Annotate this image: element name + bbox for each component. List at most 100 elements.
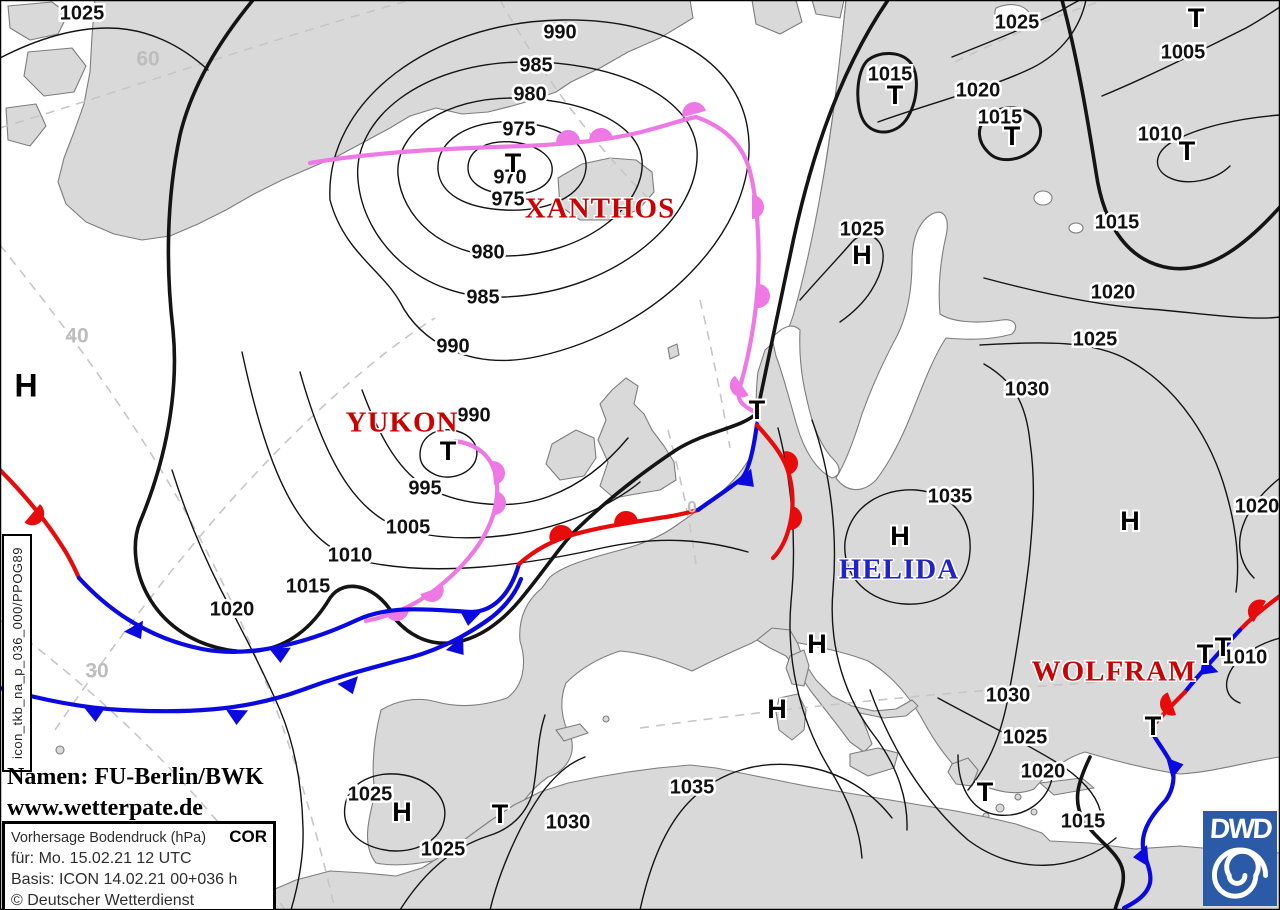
front-cold — [1121, 728, 1184, 910]
front-marker — [788, 505, 802, 530]
low-pressure-marker: T — [505, 148, 522, 178]
dwd-spiral-icon — [1211, 847, 1269, 899]
sea-skagerrak — [771, 325, 840, 479]
front-marker — [83, 706, 106, 722]
front-warm — [754, 422, 802, 561]
isobar — [978, 106, 1042, 162]
land-shetland — [667, 343, 680, 360]
land-svalbard — [751, 0, 803, 35]
front-marker — [492, 490, 506, 515]
pressure-label: 980 — [513, 83, 546, 105]
low-pressure-marker: T — [440, 436, 457, 466]
pressure-system-name: HELIDA — [839, 554, 959, 586]
aegean-island — [995, 803, 1005, 813]
pressure-label: 1030 — [546, 811, 591, 833]
front-marker — [459, 609, 482, 626]
pressure-label: 1020 — [1021, 760, 1066, 782]
front-occluded — [307, 101, 770, 414]
graticule-line — [639, 681, 1101, 729]
pressure-system-name: XANTHOS — [525, 193, 675, 225]
front-marker — [682, 101, 706, 118]
isobar — [799, 234, 884, 323]
isobar — [361, 389, 629, 506]
graticule-label: 30 — [85, 660, 108, 683]
pressure-label: 1005 — [1161, 41, 1206, 63]
front-warm — [1237, 593, 1280, 633]
pressure-system-name: YUKON — [346, 407, 459, 439]
front-marker — [1247, 599, 1266, 622]
front-warm — [516, 507, 701, 567]
front-marker — [614, 510, 638, 526]
graticule-label: 0 — [687, 497, 696, 516]
front-marker — [556, 130, 581, 144]
isobar — [133, 0, 890, 654]
front-cold — [76, 561, 522, 663]
pressure-label: 1035 — [928, 485, 973, 507]
pressure-label: 1015 — [286, 575, 331, 597]
pressure-label: 1015 — [978, 106, 1023, 128]
graticule-label: 40 — [65, 325, 88, 348]
front-marker — [589, 128, 614, 141]
isobar — [979, 342, 1239, 593]
high-pressure-marker: H — [1120, 506, 1140, 536]
isobar — [869, 689, 1117, 866]
low-pressure-marker: T — [492, 799, 509, 829]
land-great-britain — [597, 377, 677, 499]
valid-time: für: Mo. 15.02.21 12 UTC — [11, 850, 192, 867]
pressure-label: 990 — [436, 335, 469, 357]
isobar — [1225, 637, 1280, 704]
land-balearics — [555, 723, 589, 742]
credit-url[interactable]: www.wetterpate.de — [7, 794, 203, 821]
low-pressure-marker: T — [1197, 639, 1214, 669]
front-marker — [123, 620, 144, 640]
isobar — [1101, 6, 1280, 97]
low-pressure-marker: T — [1179, 136, 1196, 166]
front-warm — [1148, 689, 1188, 731]
isobar — [329, 19, 750, 362]
high-pressure-marker: H — [14, 367, 37, 403]
credit-names: Namen: FU-Berlin/BWK — [7, 764, 264, 790]
front-marker — [549, 524, 573, 542]
front-marker — [783, 451, 799, 475]
pressure-label: 1020 — [956, 79, 1001, 101]
product-title: Vorhersage Bodendruck (hPa) — [11, 830, 207, 846]
low-pressure-marker: T — [1188, 3, 1205, 33]
model-basis: Basis: ICON 14.02.21 00+036 h — [11, 871, 238, 888]
pressure-label: 1015 — [1061, 810, 1106, 832]
fronts — [0, 101, 1280, 910]
forecast-info-box: Vorhersage Bodendruck (hPa) COR für: Mo.… — [2, 821, 276, 910]
pressure-label: 985 — [466, 286, 499, 308]
land-balearics — [602, 715, 610, 723]
isobar — [357, 61, 698, 298]
front-marker — [729, 375, 749, 398]
pressure-label: 1025 — [995, 11, 1040, 33]
correction-tag: COR — [229, 827, 267, 846]
pressure-system-name: WOLFRAM — [1032, 656, 1197, 688]
front-cold — [1182, 627, 1243, 695]
high-pressure-marker: H — [767, 694, 787, 724]
land-north-africa — [254, 764, 1280, 910]
isobar — [639, 763, 893, 910]
pressure-label: 970 — [493, 166, 526, 188]
pressure-label: 1020 — [1091, 281, 1136, 303]
isobar — [957, 754, 1053, 816]
pressure-label: 1020 — [1235, 495, 1280, 517]
low-pressure-marker: T — [887, 80, 904, 110]
graticule-line — [699, 299, 731, 449]
high-pressure-marker: H — [890, 521, 910, 551]
front-marker — [1166, 757, 1184, 779]
pressure-label: 995 — [408, 477, 441, 499]
isobar — [467, 141, 553, 195]
front-marker — [1200, 656, 1219, 675]
pressure-label: 1025 — [348, 783, 393, 805]
graticule-line — [954, 0, 1106, 63]
pressure-label: 1025 — [1073, 328, 1118, 350]
land-ireland — [545, 429, 597, 481]
pressure-label: 1025 — [421, 838, 466, 860]
isobar — [983, 277, 1280, 319]
pressure-label: 1015 — [1095, 211, 1140, 233]
low-pressure-marker: T — [977, 777, 994, 807]
